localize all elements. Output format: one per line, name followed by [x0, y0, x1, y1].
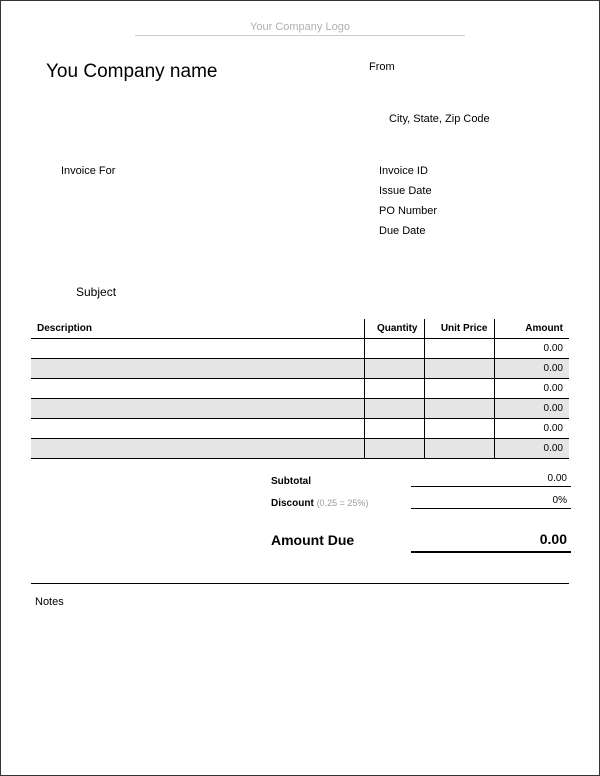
table-row: 0.00	[31, 399, 569, 419]
cell-desc	[31, 339, 364, 359]
due-date-label: Due Date	[349, 225, 569, 237]
invoice-for-label: Invoice For	[31, 165, 349, 245]
cell-price	[424, 339, 494, 359]
cell-desc	[31, 439, 364, 459]
cell-price	[424, 379, 494, 399]
cell-desc	[31, 419, 364, 439]
cell-price	[424, 399, 494, 419]
cell-desc	[31, 379, 364, 399]
amount-due-value: 0.00	[411, 527, 571, 553]
cell-amt: 0.00	[494, 339, 569, 359]
amount-due-row: Amount Due 0.00	[271, 527, 571, 553]
cell-amt: 0.00	[494, 379, 569, 399]
table-row: 0.00	[31, 359, 569, 379]
subject-label: Subject	[31, 285, 569, 299]
meta-row: Invoice For Invoice ID Issue Date PO Num…	[31, 165, 569, 245]
city-state-zip-label: City, State, Zip Code	[369, 113, 569, 125]
discount-row: Discount (0.25 = 25%) 0%	[271, 493, 571, 509]
cell-qty	[364, 399, 424, 419]
cell-amt: 0.00	[494, 439, 569, 459]
meta-fields: Invoice ID Issue Date PO Number Due Date	[349, 165, 569, 245]
invoice-id-label: Invoice ID	[349, 165, 569, 177]
col-unit-price: Unit Price	[424, 319, 494, 339]
totals-block: Subtotal 0.00 Discount (0.25 = 25%) 0% A…	[271, 471, 571, 553]
table-header-row: Description Quantity Unit Price Amount	[31, 319, 569, 339]
line-items-table: Description Quantity Unit Price Amount 0…	[31, 319, 569, 459]
table-row: 0.00	[31, 379, 569, 399]
notes-label: Notes	[31, 596, 569, 608]
cell-price	[424, 419, 494, 439]
from-label: From	[369, 61, 569, 73]
notes-divider	[31, 583, 569, 584]
table-row: 0.00	[31, 419, 569, 439]
subtotal-value: 0.00	[411, 471, 571, 487]
discount-hint: (0.25 = 25%)	[317, 498, 369, 508]
cell-amt: 0.00	[494, 419, 569, 439]
from-block: From City, State, Zip Code	[369, 61, 569, 125]
cell-amt: 0.00	[494, 399, 569, 419]
amount-due-label: Amount Due	[271, 532, 411, 548]
issue-date-label: Issue Date	[349, 185, 569, 197]
subtotal-row: Subtotal 0.00	[271, 471, 571, 487]
col-amount: Amount	[494, 319, 569, 339]
cell-price	[424, 359, 494, 379]
discount-label: Discount (0.25 = 25%)	[271, 498, 411, 509]
logo-placeholder-text: Your Company Logo	[250, 21, 350, 33]
table-body: 0.000.000.000.000.000.00	[31, 339, 569, 459]
cell-desc	[31, 359, 364, 379]
subtotal-label: Subtotal	[271, 476, 411, 487]
cell-qty	[364, 379, 424, 399]
cell-amt: 0.00	[494, 359, 569, 379]
table-row: 0.00	[31, 339, 569, 359]
cell-qty	[364, 419, 424, 439]
cell-price	[424, 439, 494, 459]
col-quantity: Quantity	[364, 319, 424, 339]
col-description: Description	[31, 319, 364, 339]
discount-value: 0%	[411, 493, 571, 509]
table-row: 0.00	[31, 439, 569, 459]
cell-qty	[364, 439, 424, 459]
cell-qty	[364, 339, 424, 359]
logo-placeholder-line: Your Company Logo	[135, 21, 465, 36]
header-row: You Company name From City, State, Zip C…	[31, 61, 569, 125]
po-number-label: PO Number	[349, 205, 569, 217]
cell-desc	[31, 399, 364, 419]
company-name: You Company name	[31, 61, 369, 125]
cell-qty	[364, 359, 424, 379]
